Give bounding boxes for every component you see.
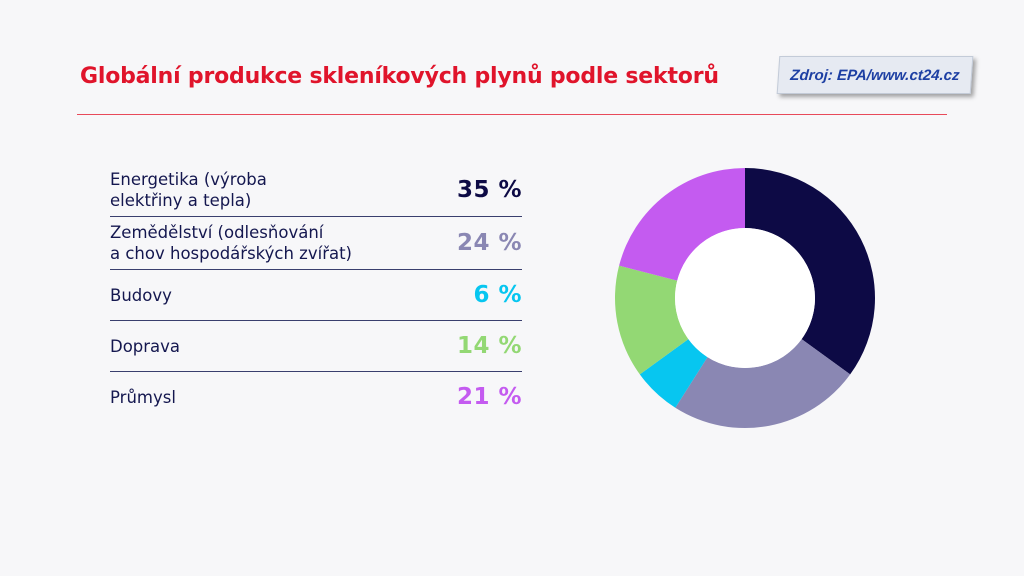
donut-slice-1 — [675, 339, 851, 429]
legend-value: 6 % — [473, 282, 522, 308]
legend-divider — [110, 320, 522, 321]
donut-slice-0 — [745, 168, 875, 375]
donut-slice-4 — [619, 168, 745, 281]
source-text: Zdroj: EPA/www.ct24.cz — [789, 66, 961, 84]
legend-value: 24 % — [456, 230, 522, 256]
source-badge: Zdroj: EPA/www.ct24.cz — [776, 56, 974, 94]
legend-table: Energetika (výroba elektřiny a tepla) 35… — [110, 164, 522, 422]
chart-title: Globální produkce skleníkových plynů pod… — [80, 64, 719, 89]
legend-label: Energetika (výroba elektřiny a tepla) — [110, 170, 267, 210]
donut-slice-3 — [615, 265, 689, 375]
legend-divider — [110, 269, 522, 270]
legend-row-budovy: Budovy 6 % — [110, 270, 522, 320]
legend-value: 14 % — [456, 333, 522, 359]
legend-label: Budovy — [110, 285, 172, 305]
donut-chart — [615, 168, 875, 429]
legend-label: Doprava — [110, 336, 181, 356]
legend-label: Průmysl — [110, 387, 176, 407]
title-underline — [77, 114, 947, 115]
donut-hole — [675, 228, 815, 368]
legend-row-doprava: Doprava 14 % — [110, 321, 522, 371]
legend-divider — [110, 216, 522, 217]
legend-value: 35 % — [456, 177, 522, 203]
legend-label: Zemědělství (odlesňování a chov hospodář… — [110, 223, 352, 263]
legend-value: 21 % — [456, 384, 522, 410]
legend-row-prumysl: Průmysl 21 % — [110, 372, 522, 422]
legend-row-zemedelstvi: Zemědělství (odlesňování a chov hospodář… — [110, 217, 522, 269]
legend-row-energetika: Energetika (výroba elektřiny a tepla) 35… — [110, 164, 522, 216]
legend-divider — [110, 371, 522, 372]
donut-slice-2 — [639, 339, 708, 408]
